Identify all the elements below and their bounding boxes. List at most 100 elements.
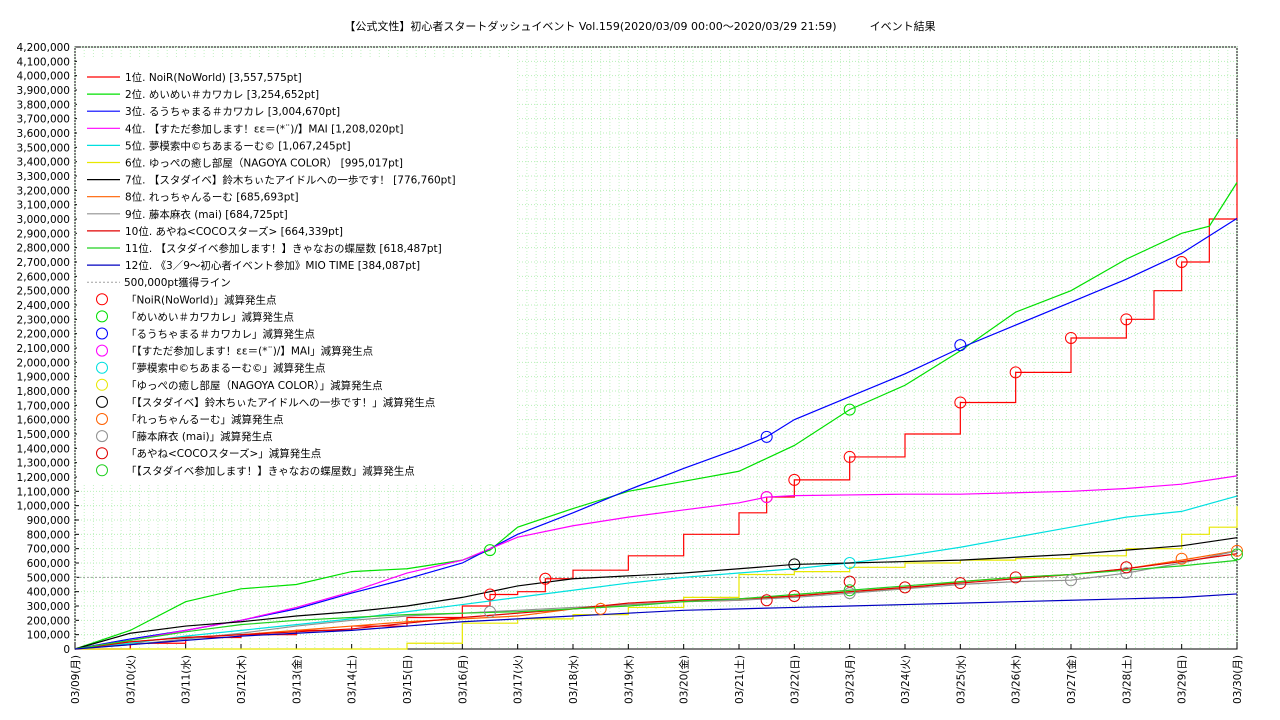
y-tick-label: 1,700,000 [17,400,70,412]
marker-7 [788,558,801,571]
legend-marker-swatch-10 [96,447,108,460]
y-tick-label: 1,000,000 [17,501,70,513]
legend-marker-label-11: 「【スタダイベ参加します！】きゃなおの蝶屋数」減算発生点 [126,464,415,477]
y-tick-label: 3,100,000 [17,200,70,212]
y-tick-label: 2,100,000 [17,343,70,355]
series-line-4 [74,475,1238,650]
x-tick-label: 03/19(木) [623,655,635,704]
y-tick-label: 1,200,000 [17,472,70,484]
y-tick-label: 2,300,000 [17,314,70,326]
x-tick-label: 03/10(火) [125,655,137,704]
y-tick-label: 3,500,000 [17,142,70,154]
x-tick-label: 03/24(火) [900,655,912,704]
y-tick-label: 800,000 [27,529,70,541]
x-tick-label: 03/20(金) [678,655,691,704]
y-tick-label: 100,000 [27,630,70,642]
y-tick-label: 2,000,000 [17,357,70,369]
x-tick-label: 03/26(木) [1011,655,1023,704]
series-line-10 [74,553,1238,650]
legend-label-4: 4位. 【すただ参加します！εε＝(*¨)/】MAI [1,208,020pt] [125,122,404,135]
x-tick-label: 03/25(水) [955,655,967,704]
marker-10 [954,577,967,590]
marker-1 [1065,331,1077,344]
marker-9 [1065,574,1077,587]
legend-marker-label-7: 「【スタダイベ】鈴木ちぃたアイドルへの一歩です！」減算発生点 [126,396,435,409]
marker-9 [484,605,496,618]
x-tick-label: 03/13(金) [290,655,303,704]
legend-marker-swatch-8 [96,413,108,425]
marker-10 [788,589,801,602]
x-tick-label: 03/27(金) [1065,655,1078,704]
marker-10 [1009,571,1022,584]
marker-5 [843,557,856,569]
marker-1 [1009,366,1022,379]
y-tick-label: 2,500,000 [17,286,70,298]
x-tick-label: 03/23(月) [845,655,857,704]
legend-marker-swatch-7 [96,395,108,408]
legend-marker-swatch-2 [96,310,108,323]
y-tick-label: 2,700,000 [17,257,70,269]
y-tick-label: 700,000 [27,544,70,556]
y-tick-label: 4,200,000 [17,42,70,54]
legend-marker-swatch-6 [96,378,108,391]
marker-10 [760,594,773,607]
legend-marker-label-5: 「夢模索中©ちあまるーむ©」減算発生点 [126,362,326,375]
y-tick-label: 900,000 [27,515,70,527]
y-tick-label: 200,000 [27,615,70,627]
marker-1 [484,588,496,601]
y-tick-label: 600,000 [27,558,70,570]
legend-marker-label-4: 「【すただ参加します！εε＝(*¨)/】MAI」減算発生点 [126,345,373,358]
y-tick-label: 4,000,000 [17,71,70,83]
legend-marker-label-3: 「るうちゃまる＃カワカレ」減算発生点 [126,328,315,341]
marker-8 [1175,552,1188,565]
y-tick-label: 2,200,000 [17,329,70,341]
y-tick-label: 1,300,000 [17,458,70,470]
y-tick-label: 3,300,000 [17,171,70,183]
series-line-7 [74,537,1238,650]
y-tick-label: 2,800,000 [17,243,70,255]
marker-1 [788,473,801,486]
x-tick-label: 03/22(日) [789,655,801,704]
legend: 1位. NoiR(NoWorld) [3,557,575pt] 2位. めいめい＃… [87,71,456,477]
legend-label-3: 3位. るうちゃまる＃カワカレ [3,004,670pt] [125,105,340,118]
marker-9 [1120,567,1133,580]
y-tick-label: 1,800,000 [17,386,70,398]
y-tick-label: 2,600,000 [17,271,70,283]
series-line-2 [74,182,1238,650]
y-tick-label: 500,000 [27,572,70,584]
y-tick-label: 2,900,000 [17,228,70,240]
x-tick-label: 03/21(土) [733,655,746,704]
y-tick-label: 4,100,000 [17,56,70,68]
marker-8 [594,602,607,615]
y-tick-label: 1,900,000 [17,372,70,384]
marker-1 [539,572,552,585]
legend-marker-label-6: 「ゆっぺの癒し部屋（NAGOYA COLOR）」減算発生点 [126,379,383,392]
marker-2 [843,403,856,416]
y-tick-label: 1,600,000 [17,415,70,427]
x-tick-label: 03/18(水) [568,655,580,704]
x-tick-label: 03/16(月) [457,655,469,704]
legend-marker-label-1: 「NoiR(NoWorld)」減算発生点 [126,293,277,306]
marker-10 [899,581,911,594]
y-tick-label: 3,000,000 [17,214,70,226]
series-line-5 [74,495,1238,650]
y-tick-label: 2,400,000 [17,300,70,312]
y-tick-label: 3,900,000 [17,85,70,97]
y-tick-label: 400,000 [27,587,70,599]
legend-label-9: 9位. 藤本麻衣 (mai) [684,725pt] [125,208,288,221]
x-tick-label: 03/29(日) [1177,655,1189,704]
y-tick-label: 3,400,000 [17,157,70,169]
legend-label-12: 12位. 《3／9〜初心者イベント参加》MIO TIME [384,087pt] [125,259,420,272]
x-tick-label: 03/14(土) [346,655,359,704]
marker-2 [484,544,496,557]
marker-1 [843,450,856,463]
marker-3 [760,430,773,443]
series-line-11 [74,559,1238,650]
legend-marker-label-2: 「めいめい＃カワカレ」減算発生点 [126,310,294,323]
chart-title: 【公式文性】初心者スタートダッシュイベント Vol.159(2020/03/09… [344,20,936,33]
legend-marker-label-8: 「れっちゃんるーむ」減算発生点 [126,413,284,426]
legend-background [77,59,517,483]
y-tick-label: 1,100,000 [17,486,70,498]
legend-label-10: 10位. あやね<COCOスターズ> [664,339pt] [125,225,343,238]
